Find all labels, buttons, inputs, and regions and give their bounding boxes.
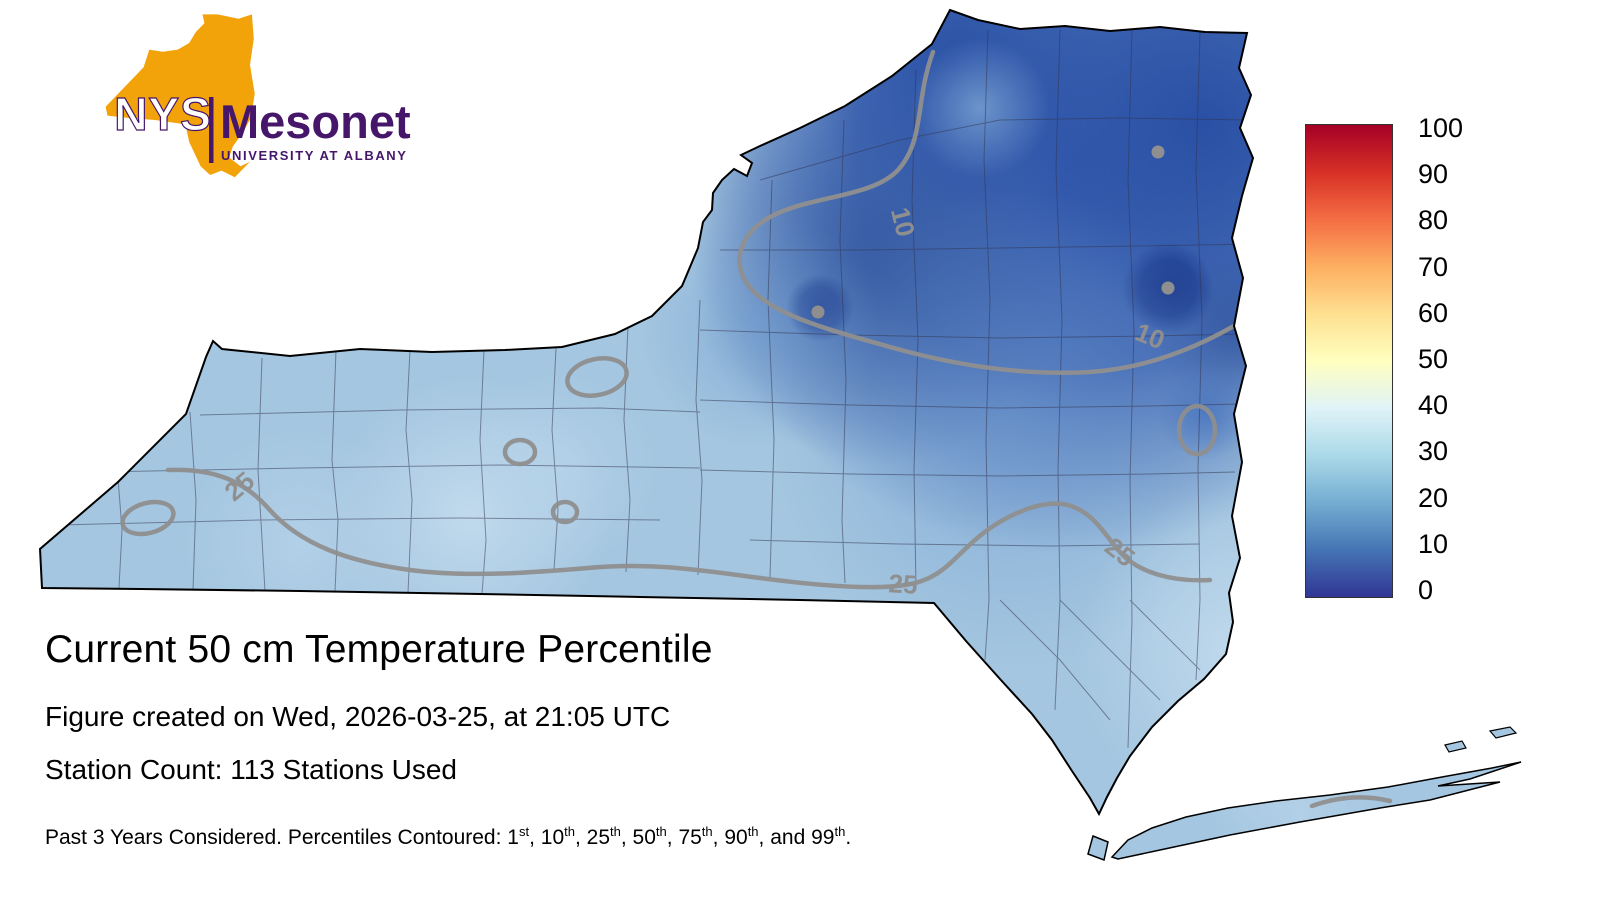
ordinal-sep: , bbox=[620, 826, 633, 849]
colorbar-tick: 50 bbox=[1418, 344, 1449, 374]
ordinal-sep: . bbox=[845, 826, 852, 849]
ordinal-suffix: th bbox=[747, 824, 759, 839]
colorbar-tick: 80 bbox=[1418, 205, 1449, 235]
page-title: Current 50 cm Temperature Percentile bbox=[45, 628, 713, 671]
colorbar-gradient bbox=[1305, 124, 1393, 598]
ordinal-sep: , and bbox=[758, 826, 812, 849]
ordinal-suffix: th bbox=[610, 824, 621, 839]
logo-divider bbox=[209, 97, 214, 163]
ordinal-value: 25 bbox=[586, 826, 611, 849]
figure-created-text: Figure created on Wed, 2026-03-25, at 21… bbox=[45, 701, 671, 732]
colorbar-tick: 90 bbox=[1418, 159, 1449, 189]
ordinal-suffix: th bbox=[834, 824, 846, 839]
colorbar-tick: 10 bbox=[1418, 529, 1449, 559]
colorbar-tick: 0 bbox=[1418, 575, 1434, 605]
colorbar-tick: 30 bbox=[1418, 436, 1449, 466]
ordinal-value: 1 bbox=[507, 826, 519, 849]
ordinal-suffix: st bbox=[518, 824, 530, 839]
contour-lines bbox=[120, 49, 1393, 809]
station-count-text: Station Count: 113 Stations Used bbox=[45, 754, 457, 785]
colorbar-tick: 100 bbox=[1418, 113, 1464, 143]
colorbar-tick: 20 bbox=[1418, 483, 1449, 513]
ordinal-value: 90 bbox=[724, 826, 748, 849]
logo-institution: UNIVERSITY AT ALBANY bbox=[221, 148, 408, 163]
ordinal-sep: , bbox=[574, 826, 587, 849]
logo-wordmark: Mesonet bbox=[220, 95, 411, 148]
station-dots bbox=[811, 145, 1175, 319]
ordinal-sep: , bbox=[529, 826, 541, 849]
ordinal-sep: , bbox=[712, 826, 725, 849]
ordinal-value: 99 bbox=[811, 826, 835, 849]
colorbar-tick: 70 bbox=[1418, 252, 1449, 282]
ordinal-value: 10 bbox=[540, 826, 565, 849]
contour-label: 25 bbox=[888, 568, 918, 599]
station-dot bbox=[1151, 145, 1165, 159]
colorbar-tick: 40 bbox=[1418, 390, 1449, 420]
station-dot bbox=[811, 305, 825, 319]
station-dot bbox=[1161, 281, 1175, 295]
footer-prefix: Past 3 Years Considered. Percentiles Con… bbox=[45, 826, 508, 849]
ordinal-sep: , bbox=[666, 826, 679, 849]
ordinal-value: 50 bbox=[632, 826, 656, 849]
logo-acronym: NYS bbox=[114, 88, 212, 140]
ordinal-suffix: th bbox=[701, 824, 713, 839]
state-outline bbox=[38, 8, 1522, 862]
ordinal-suffix: th bbox=[564, 824, 575, 839]
contour-label: 10 bbox=[885, 204, 921, 239]
ordinal-value: 75 bbox=[678, 826, 702, 849]
colorbar-tick: 60 bbox=[1418, 298, 1449, 328]
ordinal-suffix: th bbox=[655, 824, 667, 839]
nys-mesonet-logo: NYS Mesonet UNIVERSITY AT ALBANY bbox=[105, 14, 411, 178]
footer-note: Past 3 Years Considered. Percentiles Con… bbox=[45, 824, 852, 850]
logo-ny-state-shape bbox=[105, 14, 255, 178]
